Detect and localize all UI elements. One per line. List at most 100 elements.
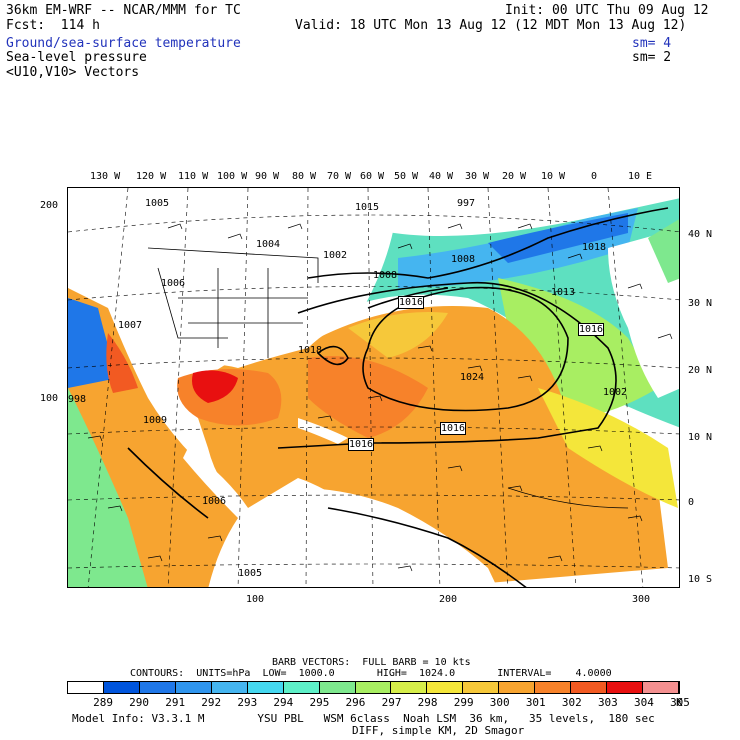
lat-label: 40 N (688, 229, 713, 240)
colorbar-swatch (499, 682, 536, 693)
isobar-label: 1016 (398, 296, 425, 309)
colorbar-label: 290 (129, 696, 150, 709)
lon-label: 100 W (217, 171, 248, 182)
colorbar-label: 296 (345, 696, 366, 709)
lon-label: 80 W (292, 171, 317, 182)
grid-label-left: 100 (40, 393, 59, 404)
colorbar-swatch (175, 682, 212, 693)
colorbar-label: 292 (201, 696, 222, 709)
lon-label: 120 W (136, 171, 167, 182)
field-smoothing-slp: sm= 2 (632, 50, 672, 65)
field-smoothing-sst: sm= 4 (632, 36, 672, 51)
map-canvas (68, 188, 679, 587)
isobar-label: 1002 (323, 250, 348, 261)
isobar-label: 1015 (355, 202, 380, 213)
colorbar-label: 289 (93, 696, 113, 709)
field-label-vectors: <U10,V10> Vectors (6, 65, 140, 80)
lon-label: 60 W (360, 171, 385, 182)
isobar-label: 1016 (578, 323, 605, 336)
colorbar-label: 301 (525, 696, 546, 709)
field-label-slp: Sea-level pressure (6, 50, 147, 65)
lat-label: 30 N (688, 298, 713, 309)
contour-info: CONTOURS: UNITS=hPa LOW= 1000.0 HIGH= 10… (130, 668, 612, 679)
grid-label-bottom: 200 (439, 594, 458, 605)
colorbar-label: 297 (381, 696, 402, 709)
isobar-label: 998 (68, 394, 87, 405)
colorbar-swatch (283, 682, 320, 693)
colorbar-swatch (571, 682, 608, 693)
valid-time: Valid: 18 UTC Mon 13 Aug 12 (12 MDT Mon … (295, 18, 687, 33)
isobar-label: 1016 (440, 422, 467, 435)
barb-info: BARB VECTORS: FULL BARB = 10 kts (272, 657, 471, 668)
lon-label: 70 W (327, 171, 352, 182)
colorbar-swatch (427, 682, 464, 693)
lon-label: 130 W (90, 171, 121, 182)
colorbar-swatch (535, 682, 572, 693)
colorbar-unit: K (676, 696, 683, 709)
colorbar-labels: 289 290 291 292 293 294 295 296 297 298 299 300 301 3… (67, 696, 690, 709)
temperature-colorbar (67, 681, 680, 694)
isobar-label: 1006 (202, 496, 227, 507)
lat-label: 10 N (688, 432, 713, 443)
isobar-label: 1009 (143, 415, 168, 426)
colorbar-swatch (391, 682, 428, 693)
colorbar-label: 304 (634, 696, 654, 709)
grid-label-bottom: 300 (632, 594, 651, 605)
colorbar-swatch (103, 682, 140, 693)
grid-label-bottom: 100 (246, 594, 265, 605)
lon-label: 0 (591, 171, 598, 182)
colorbar-swatch (607, 682, 643, 693)
isobar-label: 1002 (603, 387, 628, 398)
colorbar-swatch (68, 682, 104, 693)
colorbar-label: 293 (237, 696, 258, 709)
isobar-label: 1018 (298, 345, 323, 356)
weather-map: 1005 1004 1002 1015 997 1008 1018 1006 1… (67, 187, 680, 588)
colorbar-swatch (355, 682, 392, 693)
colorbar-label: 295 (309, 696, 330, 709)
lon-label: 20 W (502, 171, 527, 182)
lon-label: 30 W (465, 171, 490, 182)
forecast-hour: Fcst: 114 h (6, 18, 100, 33)
lon-label: 10 W (541, 171, 566, 182)
isobar-label: 1008 (451, 254, 476, 265)
isobar-label: 1005 (145, 198, 170, 209)
isobar-label: 1006 (161, 278, 186, 289)
colorbar-label: 299 (453, 696, 474, 709)
lon-label: 110 W (178, 171, 209, 182)
lon-label: 10 E (628, 171, 653, 182)
isobar-label: 1016 (348, 438, 375, 451)
colorbar-label: 303 (597, 696, 618, 709)
init-time: Init: 00 UTC Thu 09 Aug 12 (505, 3, 709, 18)
colorbar-swatch (247, 682, 284, 693)
colorbar-swatch (139, 682, 176, 693)
lat-label: 0 (688, 497, 695, 508)
model-title: 36km EM-WRF -- NCAR/MMM for TC (6, 3, 241, 18)
colorbar-label: 291 (165, 696, 186, 709)
model-info: Model Info: V3.3.1 M YSU PBL WSM 6class … (72, 712, 655, 725)
isobar-label: 1005 (238, 568, 263, 579)
isobar-label: 1013 (551, 287, 576, 298)
isobar-label: 1018 (582, 242, 607, 253)
colorbar-label: 298 (417, 696, 438, 709)
colorbar-label: 302 (561, 696, 582, 709)
isobar-label: 1007 (118, 320, 143, 331)
isobar-label: 1008 (373, 270, 398, 281)
colorbar-swatch (463, 682, 500, 693)
isobar-label: 1024 (460, 372, 485, 383)
model-info-diff: DIFF, simple KM, 2D Smagor (352, 724, 525, 737)
colorbar-label: 305 (670, 696, 690, 709)
grid-label-left: 200 (40, 200, 59, 211)
lon-label: 90 W (255, 171, 280, 182)
isobar-label: 997 (457, 198, 476, 209)
lat-label: 10 S (688, 574, 713, 585)
colorbar-swatch (211, 682, 248, 693)
colorbar-label: 294 (273, 696, 294, 709)
lat-label: 20 N (688, 365, 713, 376)
colorbar-swatch (319, 682, 356, 693)
colorbar-label: 300 (489, 696, 510, 709)
isobar-label: 1004 (256, 239, 281, 250)
lon-label: 50 W (394, 171, 419, 182)
colorbar-swatch (643, 682, 679, 693)
lon-label: 40 W (429, 171, 454, 182)
field-label-sst: Ground/sea-surface temperature (6, 36, 241, 51)
